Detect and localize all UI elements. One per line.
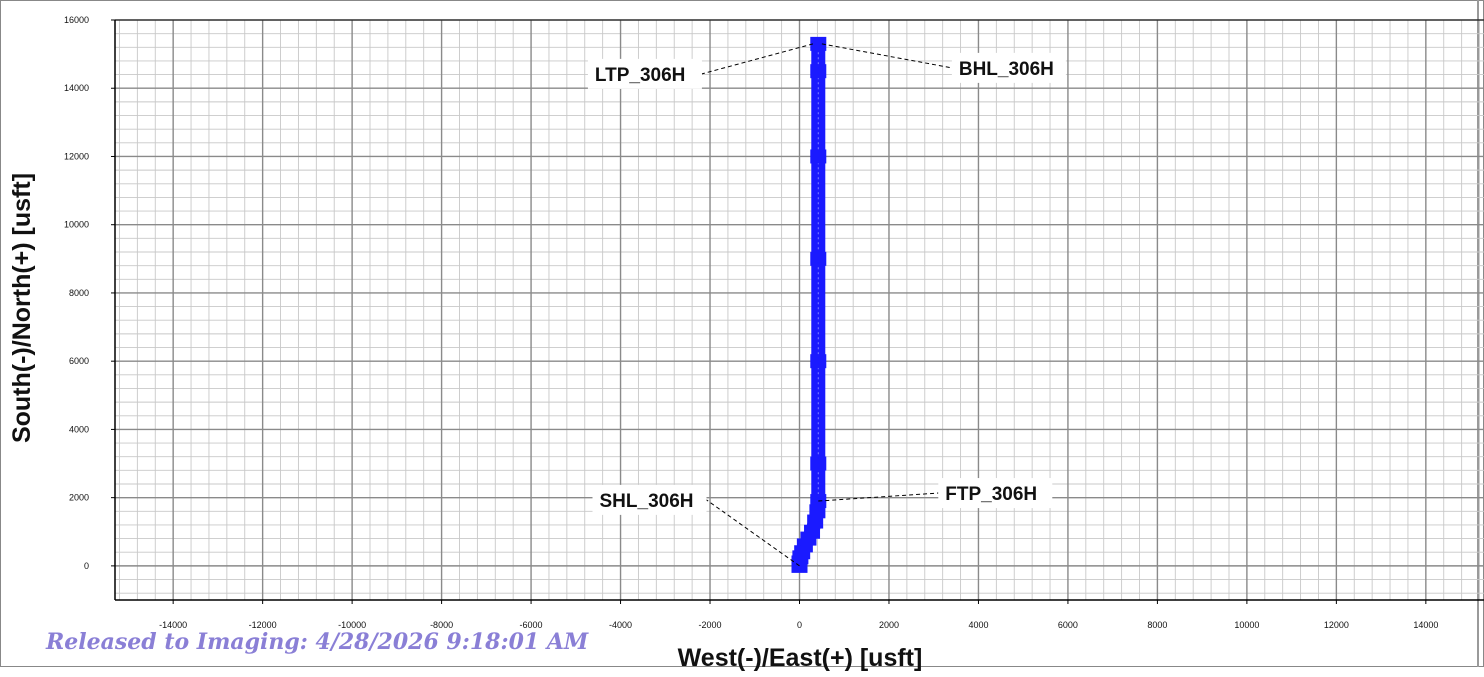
annotation-box (938, 478, 1053, 509)
y-tick-label: 14000 (64, 83, 89, 93)
series-point (810, 64, 827, 79)
annotation-leader (706, 499, 800, 567)
x-tick-label: 14000 (1413, 620, 1438, 630)
x-tick-label: -14000 (159, 620, 187, 630)
y-tick-label: 12000 (64, 151, 89, 161)
x-tick-label: -8000 (430, 620, 453, 630)
x-tick-label: -12000 (249, 620, 277, 630)
x-tick-label: 2000 (879, 620, 899, 630)
annotation-leader (821, 43, 952, 69)
y-tick-labels: 0 2000 4000 6000 8000 10000 12000 14000 16000 (64, 15, 89, 571)
major-grid (115, 19, 1484, 600)
annotation: SHL_306H (592, 484, 800, 567)
x-tick-label: 4000 (968, 620, 988, 630)
annotation-leader (701, 43, 814, 75)
series-point (810, 251, 827, 266)
released-stamp: Released to Imaging: 4/28/2026 9:18:01 A… (45, 629, 589, 655)
annotation-label: FTP_306H (945, 484, 1037, 505)
y-tick-label: 0 (84, 561, 89, 571)
y-tick-label: 8000 (69, 288, 89, 298)
annotation: BHL_306H (821, 43, 1066, 83)
y-tick-label: 10000 (64, 220, 89, 230)
x-tick-label: -10000 (338, 620, 366, 630)
annotation-label: BHL_306H (959, 59, 1054, 80)
x-tick-label: 0 (797, 620, 802, 630)
x-tick-label: -2000 (699, 620, 722, 630)
y-tick-label: 2000 (69, 493, 89, 503)
x-tick-label: 12000 (1324, 620, 1349, 630)
annotation-label: SHL_306H (600, 491, 694, 512)
series-point (810, 36, 827, 51)
x-tick-label: 10000 (1234, 620, 1259, 630)
annotation-box (592, 484, 707, 515)
annotation-box (951, 52, 1066, 83)
x-tick-label: 6000 (1058, 620, 1078, 630)
series-point (810, 456, 827, 471)
annotation: FTP_306H (818, 478, 1053, 509)
annotations: LTP_306H BHL_306H FTP_306H SHL_306H (587, 43, 1066, 567)
y-tick-label: 16000 (64, 15, 89, 25)
series-point (810, 149, 827, 164)
x-tick-label: 8000 (1147, 620, 1167, 630)
x-tick-label: -6000 (520, 620, 543, 630)
x-axis-title: West(-)/East(+) [usft] (678, 644, 923, 672)
x-tick-labels: -14000 -12000 -10000 -8000 -6000 -4000 -2000 0 2… (159, 620, 1438, 630)
y-tick-label: 4000 (69, 424, 89, 434)
x-tick-label: -4000 (609, 620, 632, 630)
annotation-leader (818, 492, 939, 502)
y-axis-title: South(-)/North(+) [usft] (8, 173, 36, 443)
series-point (810, 354, 827, 369)
annotation: LTP_306H (587, 43, 814, 89)
annotation-box (587, 58, 702, 89)
y-tick-label: 6000 (69, 356, 89, 366)
annotation-label: LTP_306H (595, 65, 685, 86)
series (791, 36, 827, 573)
axes (111, 19, 1484, 604)
